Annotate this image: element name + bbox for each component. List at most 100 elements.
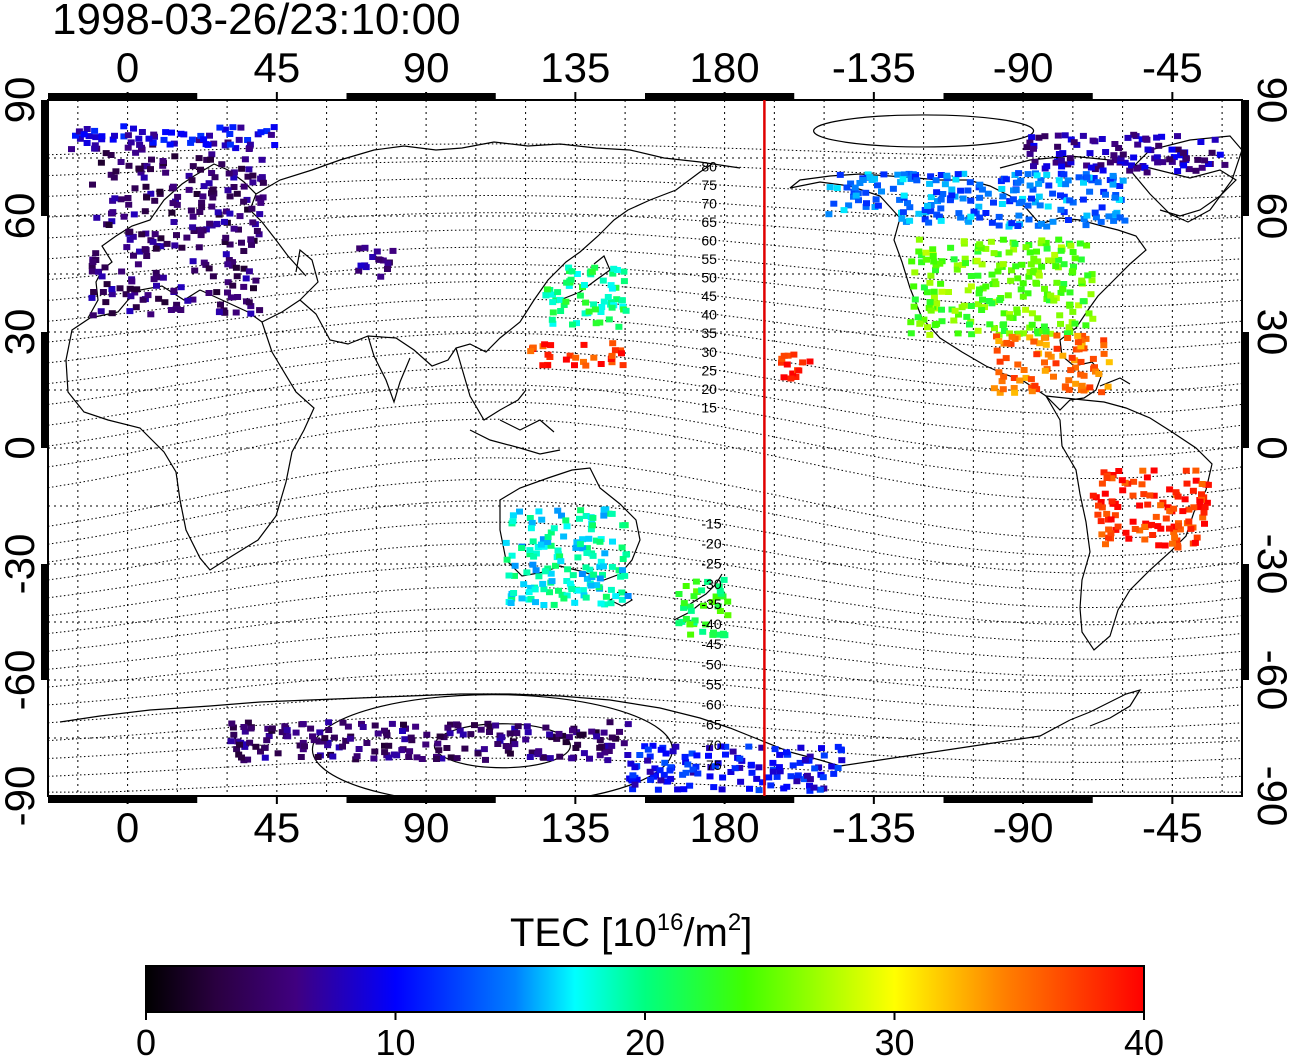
tec-cell <box>1119 151 1127 158</box>
tec-cell <box>123 244 131 251</box>
tec-cell <box>1008 220 1016 227</box>
tec-cell <box>189 224 197 231</box>
tec-cell <box>996 297 1004 304</box>
tec-cell <box>690 593 698 600</box>
tec-cell <box>582 564 590 571</box>
tec-cell <box>1169 540 1176 547</box>
tec-cell <box>1002 355 1010 362</box>
tec-cell <box>352 756 360 763</box>
tec-cell <box>1038 263 1046 270</box>
tec-cell <box>1131 526 1139 532</box>
tec-cell <box>773 773 781 780</box>
tec-cell <box>247 725 255 732</box>
tec-cell <box>1014 275 1022 282</box>
tec-cell <box>699 628 707 635</box>
tec-cell <box>1162 515 1170 522</box>
tec-cell <box>1060 261 1068 268</box>
tec-cell <box>132 304 140 311</box>
tec-cell <box>681 753 689 760</box>
tec-cell <box>1024 290 1032 297</box>
tec-cell <box>162 169 170 176</box>
tec-cell <box>1043 245 1051 252</box>
tec-cell <box>910 283 918 290</box>
tec-cell <box>1199 514 1207 521</box>
tec-cell <box>1079 132 1087 139</box>
tec-cell <box>142 230 150 237</box>
tec-cell <box>170 287 178 294</box>
tec-cell <box>705 752 712 759</box>
tec-cell <box>1082 322 1090 329</box>
tec-cell <box>563 279 571 286</box>
tec-cell <box>1183 480 1191 487</box>
tec-cell <box>806 782 813 789</box>
tec-cell <box>540 754 548 761</box>
tec-cell <box>1022 244 1030 251</box>
tec-cell <box>851 184 859 191</box>
tec-cell <box>605 316 613 323</box>
tec-cell <box>927 173 935 180</box>
tec-cell <box>563 592 571 599</box>
tec-cell <box>1157 502 1165 509</box>
tec-cell <box>996 358 1004 365</box>
tec-cell <box>209 194 217 201</box>
tec-cell <box>375 256 383 263</box>
tec-cell <box>693 752 701 759</box>
tec-cell <box>899 209 907 216</box>
tec-cell <box>843 184 851 191</box>
tec-cell <box>692 578 700 585</box>
tec-cell <box>510 590 518 596</box>
tec-cell <box>259 194 267 201</box>
frame-bar <box>41 332 48 448</box>
tec-cell <box>1024 171 1032 178</box>
tec-cell <box>240 265 248 272</box>
tec-cell <box>548 578 556 585</box>
tec-cell <box>346 735 354 742</box>
tec-cell <box>433 756 440 762</box>
tec-cell <box>589 522 596 529</box>
tec-cell <box>1077 358 1085 365</box>
tec-cell <box>1134 141 1142 148</box>
tec-cell <box>1179 508 1187 515</box>
tec-cell <box>799 359 807 366</box>
tec-cell <box>1117 155 1125 162</box>
magnetic-contour <box>48 650 1242 694</box>
tec-cell <box>97 159 105 166</box>
tec-cell <box>667 764 675 771</box>
tec-cell <box>1027 376 1035 383</box>
tec-cell <box>1105 526 1113 533</box>
tec-cell <box>1157 525 1165 532</box>
tec-cell <box>1069 308 1077 315</box>
tec-cell <box>974 301 982 308</box>
tec-cell <box>1040 323 1048 330</box>
frame-bar <box>645 93 795 100</box>
tec-cell <box>1074 332 1082 339</box>
tec-cell <box>573 320 580 327</box>
tec-cell <box>837 746 845 753</box>
tec-cell <box>1065 324 1073 331</box>
tec-cell <box>1035 134 1043 141</box>
tec-cell <box>208 203 216 210</box>
tec-cell <box>1057 206 1065 213</box>
tec-cell <box>948 192 956 198</box>
tec-cell <box>531 586 539 593</box>
tec-cell <box>943 172 951 179</box>
tec-cell <box>714 760 722 767</box>
tec-cell <box>233 746 241 753</box>
tec-cell <box>498 734 506 741</box>
tec-cell <box>1153 134 1161 141</box>
tec-cell <box>583 550 591 556</box>
tec-cell <box>1042 328 1050 335</box>
tec-cell <box>1105 359 1113 366</box>
tec-cell <box>596 563 604 570</box>
tec-cell <box>1098 389 1106 396</box>
tec-cell <box>960 238 968 245</box>
tec-cell <box>1154 159 1162 166</box>
tec-cell <box>1037 220 1045 227</box>
tec-cell <box>930 288 938 295</box>
tec-cell <box>1015 212 1023 219</box>
tec-cell <box>213 220 221 227</box>
tec-cell <box>978 307 986 313</box>
tec-cell <box>1029 269 1037 276</box>
tec-cell <box>660 771 668 778</box>
tec-cell <box>518 545 526 551</box>
